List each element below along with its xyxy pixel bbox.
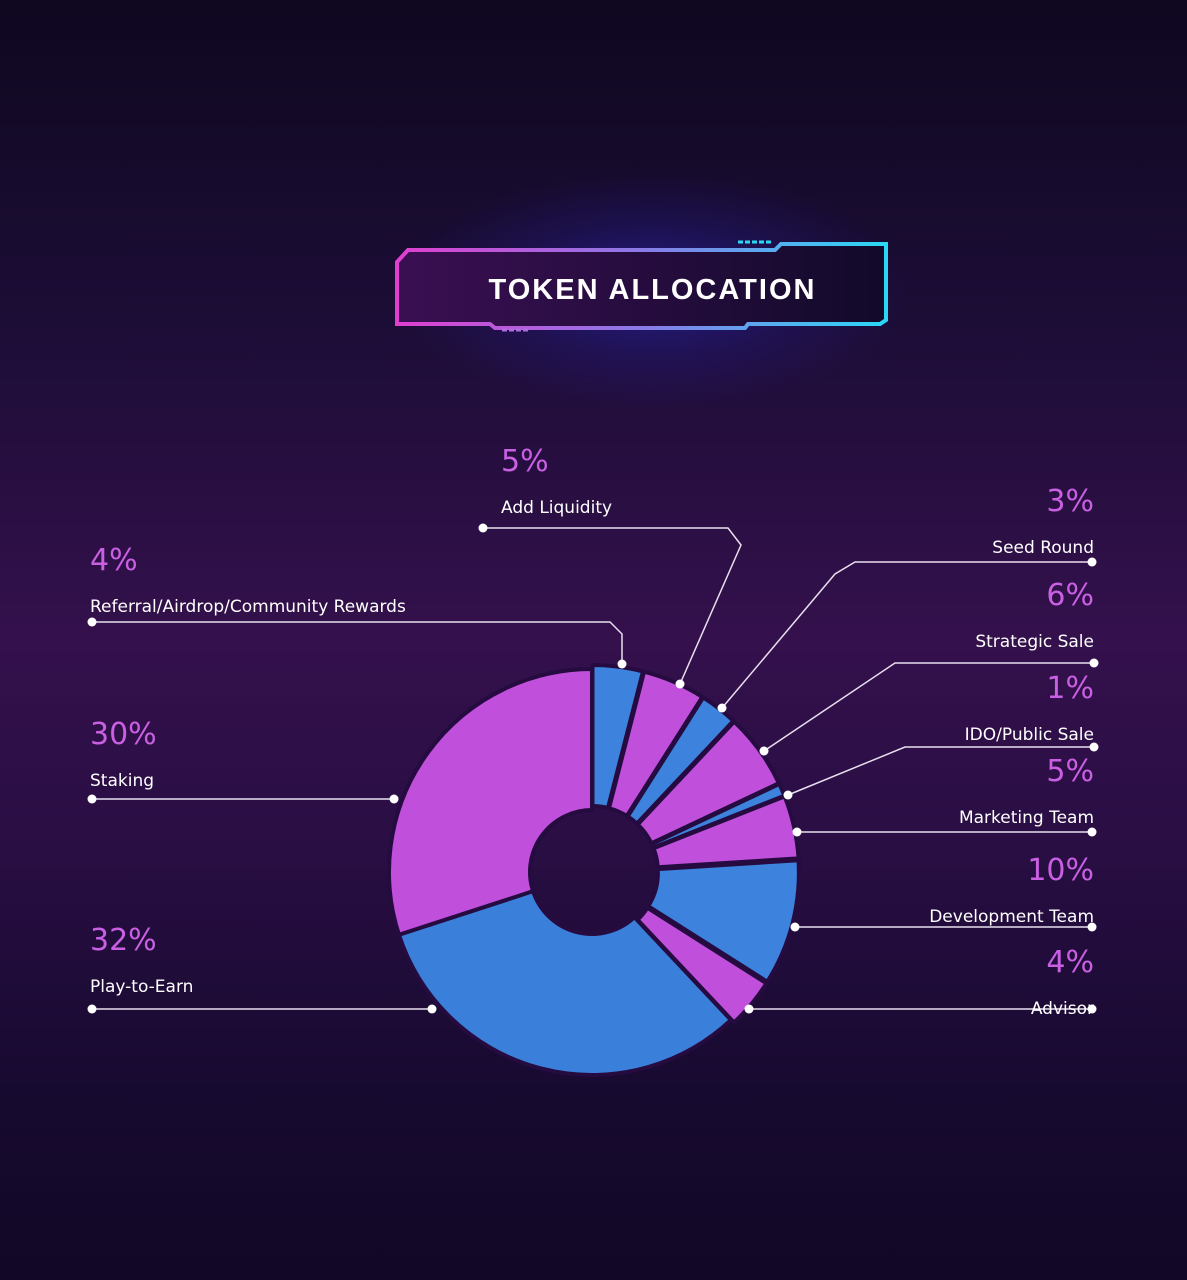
leader-dot xyxy=(792,827,802,837)
data-label: 5% xyxy=(1046,754,1094,789)
category-label: Advisor xyxy=(1030,999,1094,1019)
category-label: IDO/Public Sale xyxy=(964,725,1094,745)
slice-play-to-earn xyxy=(396,889,733,1077)
leader-line xyxy=(787,746,1094,796)
slice-staking xyxy=(387,667,594,937)
label-marketing-team: 5% Marketing Team xyxy=(959,752,1094,830)
label-staking: 30% Staking xyxy=(90,715,157,793)
leader-line xyxy=(721,561,1092,709)
slice-development-team xyxy=(646,858,801,984)
leader-dot xyxy=(478,523,488,533)
leader-dot xyxy=(617,659,627,669)
leader-dot xyxy=(427,1004,437,1014)
label-strategic-sale: 6% Strategic Sale xyxy=(975,576,1094,654)
leader-dot xyxy=(759,746,769,756)
category-label: Marketing Team xyxy=(958,808,1094,828)
chart-title: TOKEN ALLOCATION xyxy=(488,274,817,306)
leader-dot xyxy=(87,794,97,804)
label-ido-public-sale: 1% IDO/Public Sale xyxy=(965,669,1094,747)
data-label: 32% xyxy=(90,923,157,958)
category-label: Seed Round xyxy=(992,538,1094,558)
leader-dot xyxy=(1087,922,1097,932)
leader-dot xyxy=(675,679,685,689)
category-label: Strategic Sale xyxy=(975,632,1094,652)
leader-line xyxy=(483,527,742,685)
leader-dot xyxy=(744,1004,754,1014)
data-label: 5% xyxy=(501,444,549,479)
leader-dot xyxy=(389,794,399,804)
leader-dot xyxy=(790,922,800,932)
label-seed-round: 3% Seed Round xyxy=(992,482,1094,560)
label-development-team: 10% Development Team xyxy=(929,851,1094,929)
leader-dot xyxy=(1087,1004,1097,1014)
data-label: 6% xyxy=(1046,578,1094,613)
data-label: 1% xyxy=(1046,671,1094,706)
leader-dot xyxy=(1089,742,1099,752)
label-play-to-earn: 32% Play-to-Earn xyxy=(90,921,193,999)
data-label: 4% xyxy=(90,543,138,578)
data-label: 10% xyxy=(1027,853,1094,888)
data-label: 4% xyxy=(1046,945,1094,980)
leader-dot xyxy=(87,1004,97,1014)
label-add-liquidity: 5% Add Liquidity xyxy=(501,442,612,520)
leader-dot xyxy=(1089,658,1099,668)
leader-dot xyxy=(1087,827,1097,837)
data-label: 3% xyxy=(1046,484,1094,519)
leader-dot xyxy=(1087,557,1097,567)
label-advisor: 4% Advisor xyxy=(1031,943,1094,1021)
leader-dot xyxy=(783,790,793,800)
category-label: Add Liquidity xyxy=(501,498,613,518)
category-label: Play-to-Earn xyxy=(90,977,194,997)
leader-line xyxy=(92,621,623,664)
leader-dot xyxy=(717,703,727,713)
leader-dot xyxy=(87,617,97,627)
category-label: Development Team xyxy=(929,907,1094,927)
data-label: 30% xyxy=(90,717,157,752)
category-label: Staking xyxy=(90,771,155,791)
category-label: Referral/Airdrop/Community Rewards xyxy=(90,597,406,617)
label-referral: 4% Referral/Airdrop/Community Rewards xyxy=(90,541,406,619)
leader-line xyxy=(763,662,1094,752)
